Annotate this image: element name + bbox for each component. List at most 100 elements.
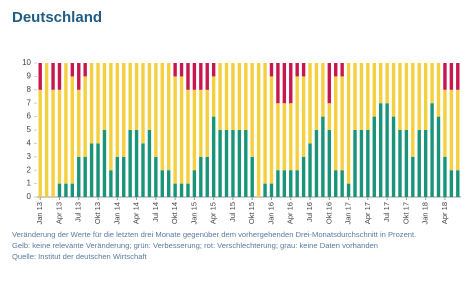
bar-segment	[134, 130, 139, 197]
bar-segment	[314, 63, 319, 130]
bar-segment	[237, 63, 242, 130]
bar-segment	[192, 63, 197, 90]
bar-segment	[186, 183, 190, 197]
bar-segment	[38, 89, 42, 197]
bar-segment	[205, 156, 209, 197]
bar-segment	[237, 130, 242, 197]
bar-segment	[102, 130, 107, 197]
bar-segment	[115, 156, 120, 197]
bar-segment	[83, 76, 87, 157]
bar-segment	[282, 170, 287, 197]
bar-segment	[224, 63, 229, 130]
y-tick-label: 8	[27, 85, 32, 94]
bar-segment	[179, 76, 184, 184]
x-tick-label: Jan 15	[189, 202, 198, 225]
bar-segment	[102, 63, 107, 130]
bar-segment	[44, 63, 49, 197]
note: Quelle: Institut der deutschen Wirtschaf…	[12, 252, 148, 261]
bar-segment	[385, 63, 389, 104]
bar-segment	[359, 63, 364, 130]
bar-segment	[134, 63, 139, 130]
bar-segment	[366, 130, 370, 197]
bar-segment	[173, 183, 177, 197]
bar-segment	[218, 130, 222, 197]
bar-segment	[282, 63, 287, 104]
x-tick-label: Jan 18	[421, 202, 430, 225]
bar-segment	[391, 116, 396, 197]
note: Gelb: keine relevante Veränderung; grün:…	[12, 241, 378, 250]
x-tick-label: Jan 13	[35, 202, 44, 225]
bar-segment	[77, 63, 81, 90]
bar-segment	[211, 116, 216, 197]
bar-segment	[250, 63, 254, 157]
bar-segment	[205, 89, 209, 157]
bar-segment	[256, 63, 261, 197]
bar-segment	[263, 63, 267, 184]
bar-segment	[244, 130, 248, 197]
bar-segment	[443, 63, 447, 90]
bar-segment	[122, 156, 126, 197]
bar-segment	[70, 63, 75, 77]
x-tick-label: Jul 15	[228, 202, 237, 222]
bar-segment	[423, 130, 428, 197]
bar-segment	[443, 89, 447, 157]
bar-segment	[192, 89, 197, 171]
bar-segment	[173, 76, 177, 184]
bar-segment	[269, 76, 274, 184]
bar-segment	[231, 63, 235, 130]
bar-segment	[372, 116, 376, 197]
bar-segment	[449, 89, 454, 171]
bar-segment	[327, 130, 332, 197]
bar-segment	[411, 156, 415, 197]
y-tick-label: 3	[27, 152, 32, 161]
bar-segment	[417, 63, 421, 130]
bar-segment	[398, 63, 402, 130]
bar-segment	[231, 130, 235, 197]
bar-segment	[141, 143, 145, 197]
bar-segment	[327, 103, 332, 130]
bar-segment	[186, 89, 190, 184]
bar-segment	[57, 63, 62, 90]
bar-segment	[250, 156, 254, 197]
x-tick-label: Okt 13	[93, 202, 102, 224]
bar-segment	[89, 143, 94, 197]
bar-segment	[340, 170, 344, 197]
bar-segment	[436, 116, 441, 197]
bar-segment	[423, 63, 428, 130]
bar-segment	[147, 130, 152, 197]
bar-segment	[64, 183, 68, 197]
y-tick-label: 2	[27, 165, 32, 174]
x-tick-label: Apr 18	[440, 202, 449, 224]
bar-segment	[57, 89, 62, 184]
bar-segment	[449, 63, 454, 90]
y-tick-label: 4	[27, 139, 32, 148]
bar-segment	[141, 63, 145, 144]
bar-segment	[109, 170, 113, 197]
bar-segment	[211, 63, 216, 77]
bar-segment	[443, 156, 447, 197]
bar-segment	[430, 63, 434, 104]
bar-segment	[385, 103, 389, 197]
bar-segment	[308, 143, 312, 197]
bar-segment	[64, 63, 68, 184]
y-tick-label: 6	[27, 112, 32, 121]
bar-segment	[334, 170, 338, 197]
y-tick-label: 5	[27, 125, 32, 134]
bar-segment	[327, 63, 332, 104]
bar-segment	[51, 63, 55, 90]
y-tick-label: 1	[27, 179, 32, 188]
bar-segment	[334, 76, 338, 171]
bar-segment	[378, 63, 383, 104]
bar-segment	[295, 63, 299, 77]
bar-segment	[89, 63, 94, 144]
bar-segment	[398, 130, 402, 197]
y-tick-label: 7	[27, 98, 32, 107]
bar-segment	[372, 63, 376, 117]
bar-segment	[289, 63, 293, 104]
bar-segment	[38, 63, 42, 90]
bar-segment	[276, 63, 280, 104]
bar-segment	[346, 183, 351, 197]
bar-segment	[334, 63, 338, 77]
bar-segment	[128, 63, 132, 130]
bar-segment	[154, 63, 158, 157]
